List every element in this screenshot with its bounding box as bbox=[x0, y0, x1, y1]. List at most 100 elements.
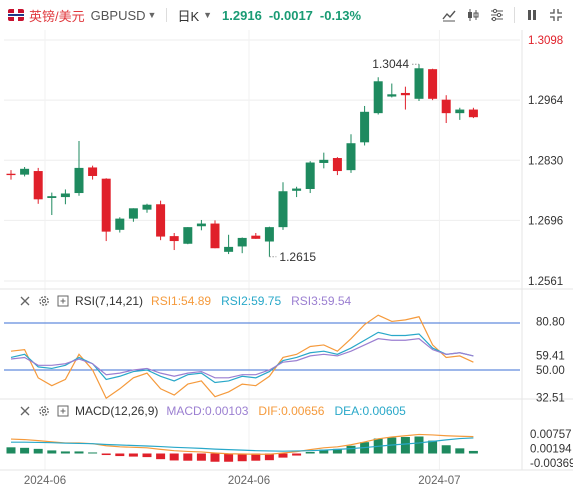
price-change-pct: -0.13% bbox=[319, 7, 362, 23]
candle-body bbox=[60, 193, 70, 198]
macd-name: MACD(12,26,9) bbox=[75, 404, 159, 418]
macd-bar bbox=[74, 451, 84, 454]
candle-body bbox=[196, 223, 206, 227]
candle-body bbox=[305, 162, 315, 189]
macd-bar bbox=[115, 453, 125, 457]
rsi-line-rsi3 bbox=[10, 338, 474, 379]
candle-body bbox=[115, 218, 125, 230]
candle-body bbox=[319, 159, 329, 163]
rsi2-value: RSI2:59.75 bbox=[221, 294, 282, 308]
macd-bar bbox=[6, 447, 16, 454]
rsi-name: RSI(7,14,21) bbox=[75, 294, 144, 308]
rsi-line-rsi1 bbox=[10, 314, 474, 400]
high-annotation: 1.3044 bbox=[372, 57, 409, 71]
candle-body bbox=[346, 143, 356, 171]
macd-bar bbox=[183, 453, 193, 461]
candle-body bbox=[6, 173, 16, 176]
chevron-down-icon[interactable]: ▼ bbox=[147, 10, 157, 20]
dif-value: DIF:0.00656 bbox=[258, 404, 325, 418]
gear-icon[interactable] bbox=[37, 404, 51, 418]
period-selector[interactable]: 日K bbox=[177, 8, 200, 24]
symbol-selector[interactable]: GBPUSD bbox=[90, 7, 146, 23]
pause-icon[interactable] bbox=[523, 6, 541, 24]
price-tick-label: 1.2696 bbox=[528, 215, 563, 227]
macd-bar bbox=[156, 453, 166, 460]
macd-bar bbox=[441, 445, 451, 454]
candle-body bbox=[373, 81, 383, 114]
candle-body bbox=[156, 204, 166, 237]
candlestick-icon[interactable] bbox=[464, 6, 482, 24]
indicator-settings-icon[interactable] bbox=[488, 6, 506, 24]
macd-bar bbox=[169, 453, 179, 461]
macd-bar bbox=[20, 447, 30, 454]
divider bbox=[166, 8, 168, 22]
dea-line bbox=[11, 437, 474, 452]
candle-body bbox=[278, 191, 288, 228]
price-change: -0.0017 bbox=[268, 7, 313, 23]
macd-bar bbox=[292, 453, 302, 456]
toolbar-icons bbox=[440, 6, 565, 24]
candle-body bbox=[47, 196, 57, 198]
eye-slash-icon[interactable] bbox=[18, 404, 32, 418]
macd-bar bbox=[251, 453, 261, 461]
macd-bar bbox=[468, 450, 478, 454]
macd-tick-label: 0.00757 bbox=[530, 429, 572, 441]
rsi3-value: RSI3:59.54 bbox=[291, 294, 352, 308]
macd-bar bbox=[332, 448, 342, 454]
candle-body bbox=[169, 236, 179, 242]
macd-bar bbox=[47, 450, 57, 454]
gear-icon[interactable] bbox=[37, 294, 51, 308]
candle-body bbox=[128, 208, 138, 219]
candle-body bbox=[441, 99, 451, 114]
macd-bar bbox=[101, 453, 111, 456]
candle-body bbox=[237, 237, 247, 247]
macd-bar bbox=[237, 453, 247, 462]
x-axis-label: 2024-06 bbox=[228, 475, 270, 487]
price-tick-label: 1.3098 bbox=[528, 35, 563, 47]
candle-body bbox=[360, 111, 370, 143]
macd-tick-label: 0.00194 bbox=[530, 444, 572, 456]
candle-body bbox=[20, 168, 30, 175]
low-annotation: 1.2615 bbox=[279, 250, 316, 264]
dea-value: DEA:0.00605 bbox=[334, 404, 406, 418]
toolbar: 英镑/美元 GBPUSD ▼ 日K ▼ 1.2916 -0.0017 -0.13… bbox=[0, 0, 573, 30]
candle-body bbox=[468, 109, 478, 118]
candle-body bbox=[292, 188, 302, 191]
candle-body bbox=[400, 92, 410, 96]
chevron-down-icon[interactable]: ▼ bbox=[203, 10, 213, 20]
macd-bar bbox=[428, 440, 438, 454]
eye-slash-icon[interactable] bbox=[18, 294, 32, 308]
symbol-cn[interactable]: 英镑/美元 bbox=[29, 8, 85, 24]
macd-bar bbox=[210, 453, 220, 462]
price-tick-label: 1.2561 bbox=[528, 276, 563, 288]
candle-body bbox=[101, 178, 111, 232]
candle-body bbox=[387, 94, 397, 97]
price-tick-label: 1.2830 bbox=[528, 155, 563, 167]
line-chart-icon[interactable] bbox=[440, 6, 458, 24]
macd-bar bbox=[142, 453, 152, 458]
macd-bar bbox=[264, 453, 274, 461]
expand-icon[interactable] bbox=[56, 404, 70, 418]
macd-bar bbox=[346, 445, 356, 454]
last-price: 1.2916 bbox=[222, 7, 262, 23]
macd-bar bbox=[455, 448, 465, 454]
candle-body bbox=[142, 204, 152, 210]
rsi-tick-label: 50.00 bbox=[536, 365, 565, 377]
macd-bar bbox=[224, 453, 234, 462]
candle-body bbox=[210, 223, 220, 249]
x-axis-label: 2024-06 bbox=[24, 475, 66, 487]
expand-icon[interactable] bbox=[56, 294, 70, 308]
candle-body bbox=[224, 246, 234, 252]
uk-flag-icon bbox=[8, 9, 24, 21]
macd-header: MACD(12,26,9) MACD:0.00103 DIF:0.00656 D… bbox=[18, 404, 406, 418]
rsi-tick-label: 32.51 bbox=[536, 392, 565, 404]
macd-bar bbox=[400, 437, 410, 454]
fullscreen-close-icon[interactable] bbox=[547, 6, 565, 24]
macd-tick-label: -0.00369 bbox=[530, 458, 573, 470]
macd-bar bbox=[414, 436, 424, 454]
candle-body bbox=[183, 227, 193, 244]
candle-body bbox=[251, 235, 261, 239]
macd-bar bbox=[305, 451, 315, 454]
macd-bar bbox=[33, 448, 43, 454]
